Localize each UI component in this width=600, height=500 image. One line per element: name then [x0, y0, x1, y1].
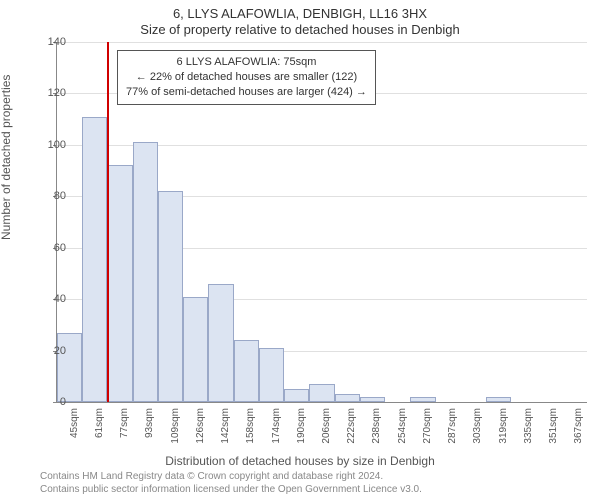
reference-marker-line: [107, 42, 109, 402]
footer-attribution: Contains HM Land Registry data © Crown c…: [40, 470, 422, 496]
chart-plot-area: 6 LLYS ALAFOWLIA: 75sqm← 22% of detached…: [56, 42, 587, 403]
xtick-label: 142sqm: [220, 408, 231, 448]
histogram-bar: [208, 284, 233, 402]
histogram-bar: [234, 340, 259, 402]
xtick-label: 222sqm: [346, 408, 357, 448]
xtick-label: 61sqm: [94, 408, 105, 448]
xtick-label: 367sqm: [573, 408, 584, 448]
histogram-bar: [158, 191, 183, 402]
ytick-label: 120: [36, 87, 66, 99]
title-sub: Size of property relative to detached ho…: [0, 22, 600, 37]
title-main: 6, LLYS ALAFOWLIA, DENBIGH, LL16 3HX: [0, 6, 600, 21]
xtick-label: 254sqm: [397, 408, 408, 448]
histogram-bar: [410, 397, 435, 402]
annotation-line-1: 6 LLYS ALAFOWLIA: 75sqm: [126, 55, 367, 70]
annotation-box: 6 LLYS ALAFOWLIA: 75sqm← 22% of detached…: [117, 50, 376, 105]
histogram-bar: [57, 333, 82, 402]
histogram-bar: [309, 384, 334, 402]
histogram-bar: [107, 165, 132, 402]
xtick-label: 206sqm: [321, 408, 332, 448]
histogram-bar: [486, 397, 511, 402]
ytick-label: 20: [36, 345, 66, 357]
xtick-label: 109sqm: [170, 408, 181, 448]
footer-line-1: Contains HM Land Registry data © Crown c…: [40, 470, 422, 483]
annotation-line-2: ← 22% of detached houses are smaller (12…: [126, 70, 367, 85]
xtick-label: 303sqm: [472, 408, 483, 448]
histogram-bar: [335, 394, 360, 402]
histogram-bar: [133, 142, 158, 402]
xtick-label: 335sqm: [523, 408, 534, 448]
xtick-label: 238sqm: [371, 408, 382, 448]
xtick-label: 93sqm: [144, 408, 155, 448]
ytick-label: 140: [36, 36, 66, 48]
annotation-line-3: 77% of semi-detached houses are larger (…: [126, 85, 367, 100]
xtick-label: 158sqm: [245, 408, 256, 448]
ytick-label: 100: [36, 139, 66, 151]
ytick-label: 40: [36, 293, 66, 305]
gridline: [57, 42, 587, 43]
xtick-label: 319sqm: [498, 408, 509, 448]
xtick-label: 174sqm: [271, 408, 282, 448]
xtick-label: 77sqm: [119, 408, 130, 448]
histogram-bar: [284, 389, 309, 402]
histogram-bar: [259, 348, 284, 402]
histogram-bar: [183, 297, 208, 402]
xtick-label: 287sqm: [447, 408, 458, 448]
footer-line-2: Contains public sector information licen…: [40, 483, 422, 496]
histogram-bar: [360, 397, 385, 402]
xtick-label: 351sqm: [548, 408, 559, 448]
xtick-label: 45sqm: [69, 408, 80, 448]
x-axis-label: Distribution of detached houses by size …: [0, 454, 600, 468]
ytick-label: 60: [36, 242, 66, 254]
y-axis-label: Number of detached properties: [0, 75, 13, 240]
xtick-label: 126sqm: [195, 408, 206, 448]
histogram-bar: [82, 117, 107, 402]
ytick-label: 80: [36, 190, 66, 202]
xtick-label: 190sqm: [296, 408, 307, 448]
xtick-label: 270sqm: [422, 408, 433, 448]
ytick-label: 0: [36, 396, 66, 408]
